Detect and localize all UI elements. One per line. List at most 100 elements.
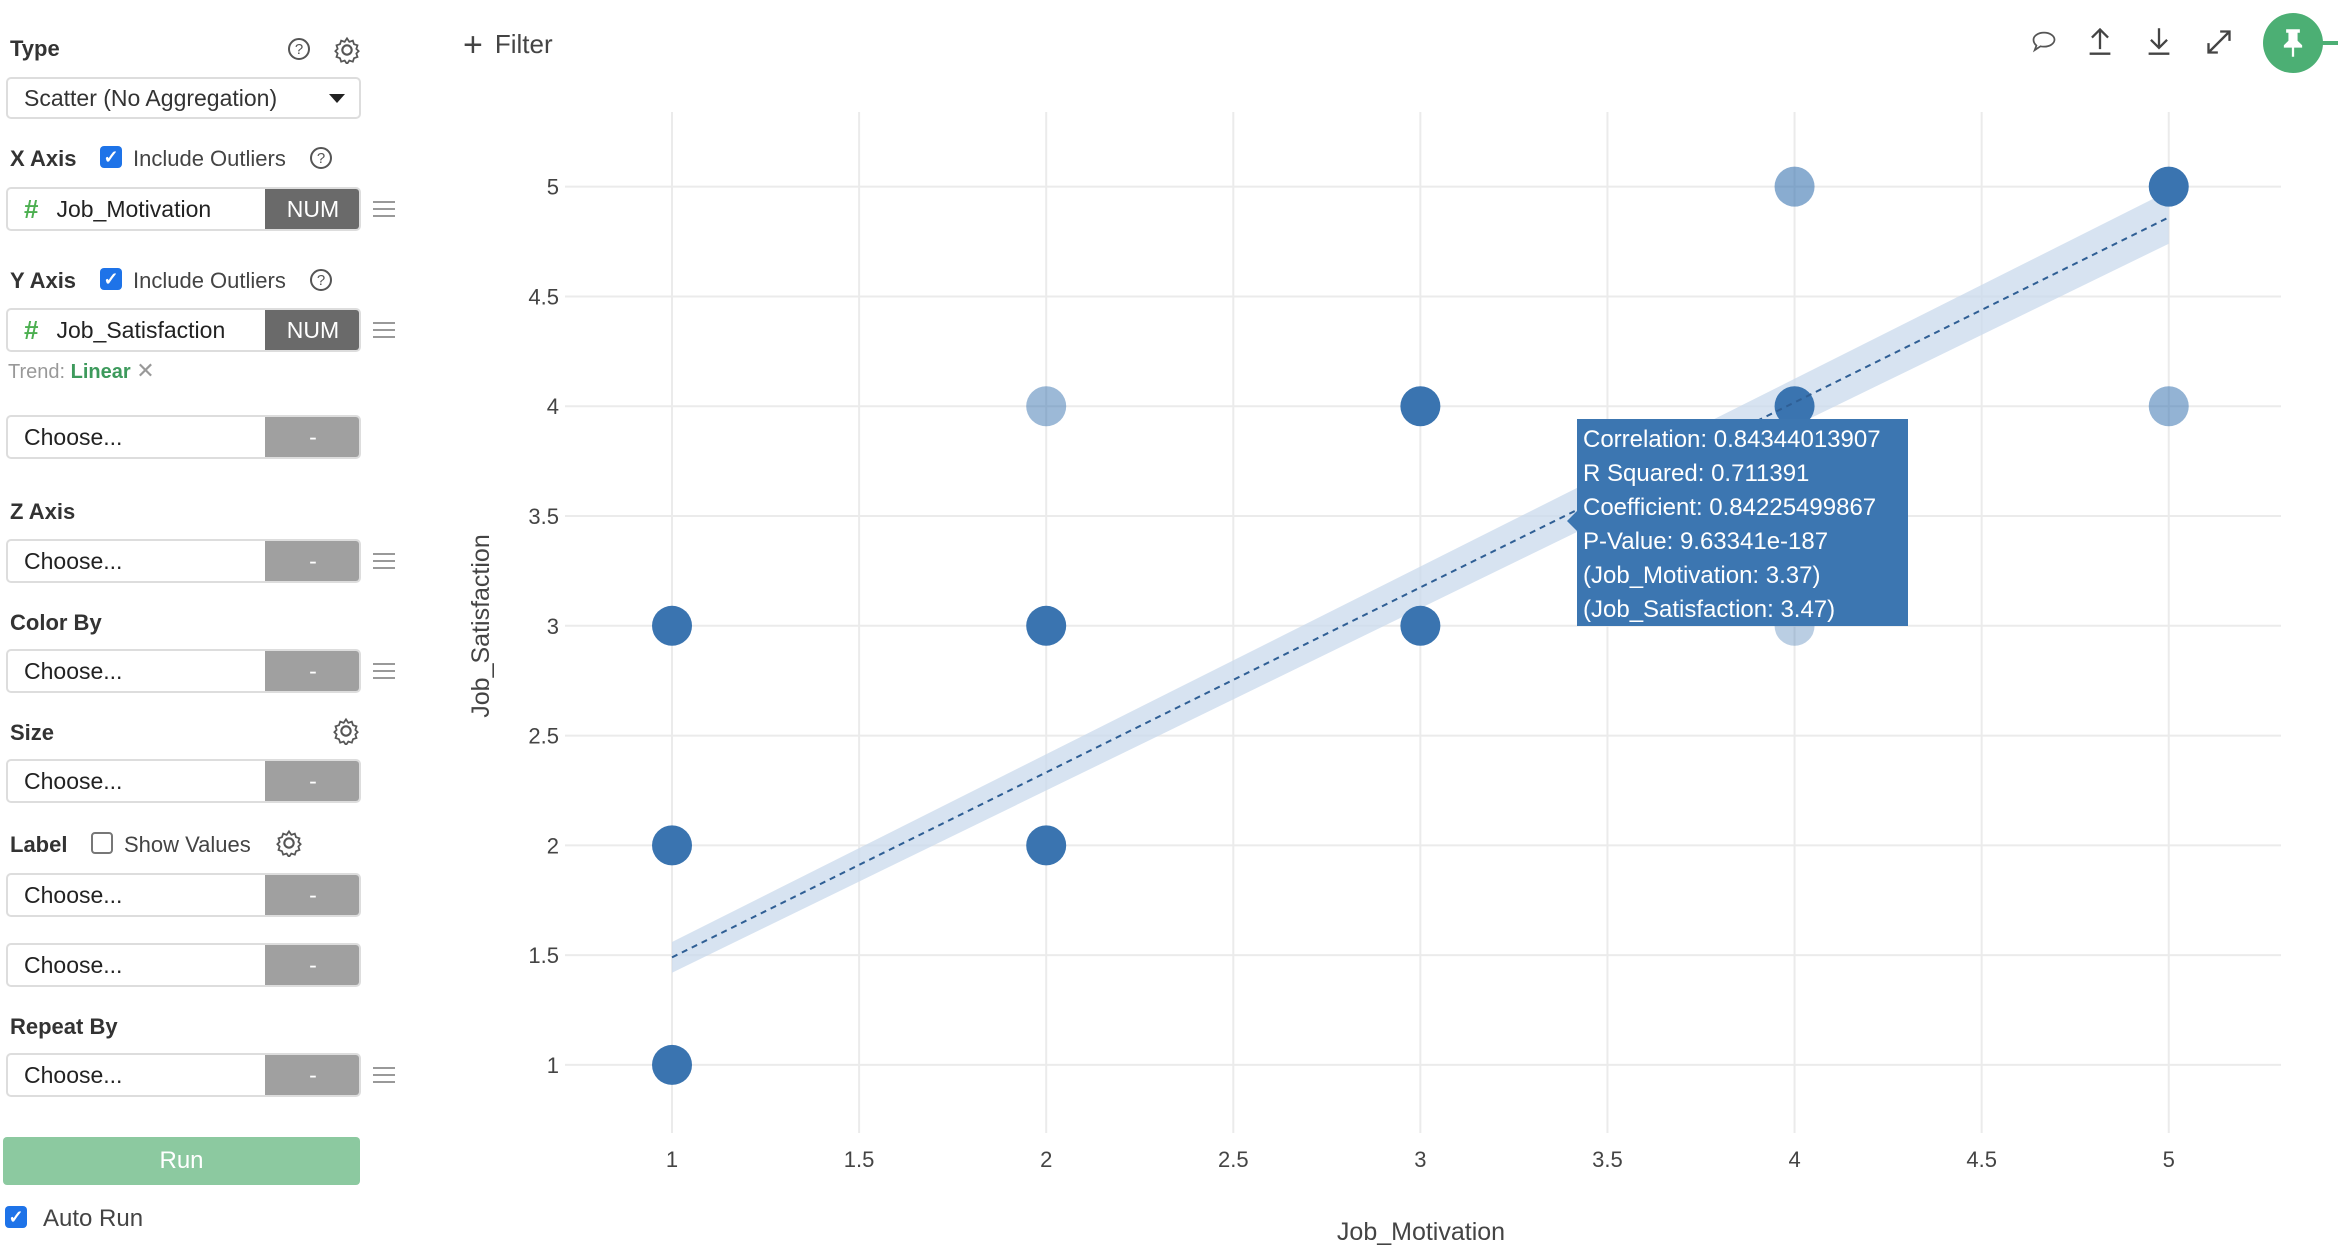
data-point xyxy=(1026,825,1067,866)
help-icon[interactable]: ? xyxy=(288,38,310,60)
menu-icon[interactable] xyxy=(373,663,395,679)
data-point xyxy=(1774,386,1815,427)
y-tick-label: 2.5 xyxy=(528,724,559,749)
y-include-outliers-checkbox[interactable]: ✓ xyxy=(100,268,122,290)
z-axis-label: Z Axis xyxy=(10,499,76,524)
pin-connector xyxy=(2320,41,2338,45)
x-tick-label: 2.5 xyxy=(1218,1147,1249,1172)
x-axis-title: Job_Motivation xyxy=(1337,1218,1505,1246)
z-field[interactable]: Choose... - xyxy=(6,539,361,583)
x-tick-label: 1.5 xyxy=(844,1147,875,1172)
x-tick-label: 2 xyxy=(1040,1147,1052,1172)
trend-value[interactable]: Linear xyxy=(70,361,131,383)
y-tick-label: 4 xyxy=(547,394,559,419)
y2-field[interactable]: Choose... - xyxy=(6,415,361,459)
label-field[interactable]: Choose... - xyxy=(6,873,361,917)
data-point xyxy=(652,605,693,646)
y-axis-title: Job_Satisfaction xyxy=(467,534,495,717)
repeat-field[interactable]: Choose... - xyxy=(6,1053,361,1097)
size-field[interactable]: Choose... - xyxy=(6,759,361,803)
trend-label: Trend: xyxy=(8,361,66,383)
caret-down-icon xyxy=(329,93,345,103)
x-field-name: Job_Motivation xyxy=(56,195,212,222)
data-point xyxy=(1026,386,1067,427)
z-placeholder: Choose... xyxy=(24,547,123,574)
label2-type[interactable]: - xyxy=(265,945,359,985)
x-include-outliers-label: Include Outliers xyxy=(133,146,286,171)
x-tick-label: 3.5 xyxy=(1592,1147,1623,1172)
tooltip-x-value: (Job_Motivation: 3.37) xyxy=(1583,562,1821,589)
x-tick-label: 4 xyxy=(1788,1147,1800,1172)
y-tick-label: 5 xyxy=(547,175,559,200)
y-tick-label: 1.5 xyxy=(528,943,559,968)
x-axis-label: X Axis xyxy=(10,146,77,171)
help-icon[interactable]: ? xyxy=(310,269,332,291)
menu-icon[interactable] xyxy=(373,322,395,338)
x-field[interactable]: # Job_Motivation NUM xyxy=(6,187,361,231)
size-label: Size xyxy=(10,720,55,745)
download-icon[interactable] xyxy=(2145,26,2173,56)
remove-trend-icon[interactable]: ✕ xyxy=(136,358,155,383)
tooltip-arrow xyxy=(1567,511,1577,531)
tooltip-r-squared: R Squared: 0.711391 xyxy=(1583,460,1810,487)
auto-run-checkbox[interactable]: ✓ xyxy=(5,1206,27,1228)
pin-icon xyxy=(2283,29,2303,57)
data-point xyxy=(1026,605,1067,646)
size-placeholder: Choose... xyxy=(24,767,123,794)
y2-type[interactable]: - xyxy=(265,417,359,457)
label2-field[interactable]: Choose... - xyxy=(6,943,361,987)
color-type[interactable]: - xyxy=(265,651,359,691)
label-type[interactable]: - xyxy=(265,875,359,915)
z-type[interactable]: - xyxy=(265,541,359,581)
gear-icon[interactable] xyxy=(333,36,361,64)
number-icon: # xyxy=(24,314,39,345)
comment-icon[interactable] xyxy=(2030,28,2058,56)
y-tick-label: 4.5 xyxy=(528,284,559,309)
data-point xyxy=(1400,605,1441,646)
chart-type-select[interactable]: Scatter (No Aggregation) xyxy=(6,77,361,119)
data-point xyxy=(652,1044,693,1085)
chart-type-value: Scatter (No Aggregation) xyxy=(24,84,278,111)
data-point xyxy=(2148,166,2189,207)
tooltip-y-value: (Job_Satisfaction: 3.47) xyxy=(1583,596,1836,623)
y-include-outliers-label: Include Outliers xyxy=(133,268,286,293)
y-field[interactable]: # Job_Satisfaction NUM xyxy=(6,308,361,352)
repeat-by-label: Repeat By xyxy=(10,1014,118,1039)
y-tick-label: 3.5 xyxy=(528,504,559,529)
run-button[interactable]: Run xyxy=(3,1137,360,1185)
filter-button[interactable]: + Filter xyxy=(463,26,553,65)
y-axis-label: Y Axis xyxy=(10,268,77,293)
data-point xyxy=(2148,386,2189,427)
x-tick-label: 1 xyxy=(666,1147,678,1172)
gear-icon[interactable] xyxy=(332,717,360,745)
show-values-label: Show Values xyxy=(124,832,251,857)
repeat-type[interactable]: - xyxy=(265,1055,359,1095)
help-icon[interactable]: ? xyxy=(310,147,332,169)
size-type[interactable]: - xyxy=(265,761,359,801)
menu-icon[interactable] xyxy=(373,553,395,569)
trend-tooltip: Correlation: 0.84344013907 R Squared: 0.… xyxy=(1567,419,1908,626)
y2-placeholder: Choose... xyxy=(24,423,123,450)
number-icon: # xyxy=(24,193,39,224)
menu-icon[interactable] xyxy=(373,201,395,217)
tooltip-coefficient: Coefficient: 0.84225499867 xyxy=(1583,494,1877,521)
x-field-type[interactable]: NUM xyxy=(265,189,359,229)
y-field-type[interactable]: NUM xyxy=(265,310,359,350)
pin-button[interactable] xyxy=(2263,13,2323,73)
tooltip-p-value: P-Value: 9.63341e-187 xyxy=(1583,528,1829,555)
x-include-outliers-checkbox[interactable]: ✓ xyxy=(100,146,122,168)
y-tick-label: 3 xyxy=(547,614,559,639)
menu-icon[interactable] xyxy=(373,1067,395,1083)
upload-icon[interactable] xyxy=(2086,26,2114,56)
x-tick-label: 4.5 xyxy=(1966,1147,1997,1172)
color-field[interactable]: Choose... - xyxy=(6,649,361,693)
gear-icon[interactable] xyxy=(275,829,303,857)
show-values-checkbox[interactable] xyxy=(91,832,113,854)
color-by-label: Color By xyxy=(10,610,102,635)
y-field-name: Job_Satisfaction xyxy=(56,316,226,343)
expand-icon[interactable] xyxy=(2205,28,2233,56)
label-label: Label xyxy=(10,832,68,857)
type-label: Type xyxy=(10,36,60,61)
y-tick-label: 1 xyxy=(547,1053,559,1078)
